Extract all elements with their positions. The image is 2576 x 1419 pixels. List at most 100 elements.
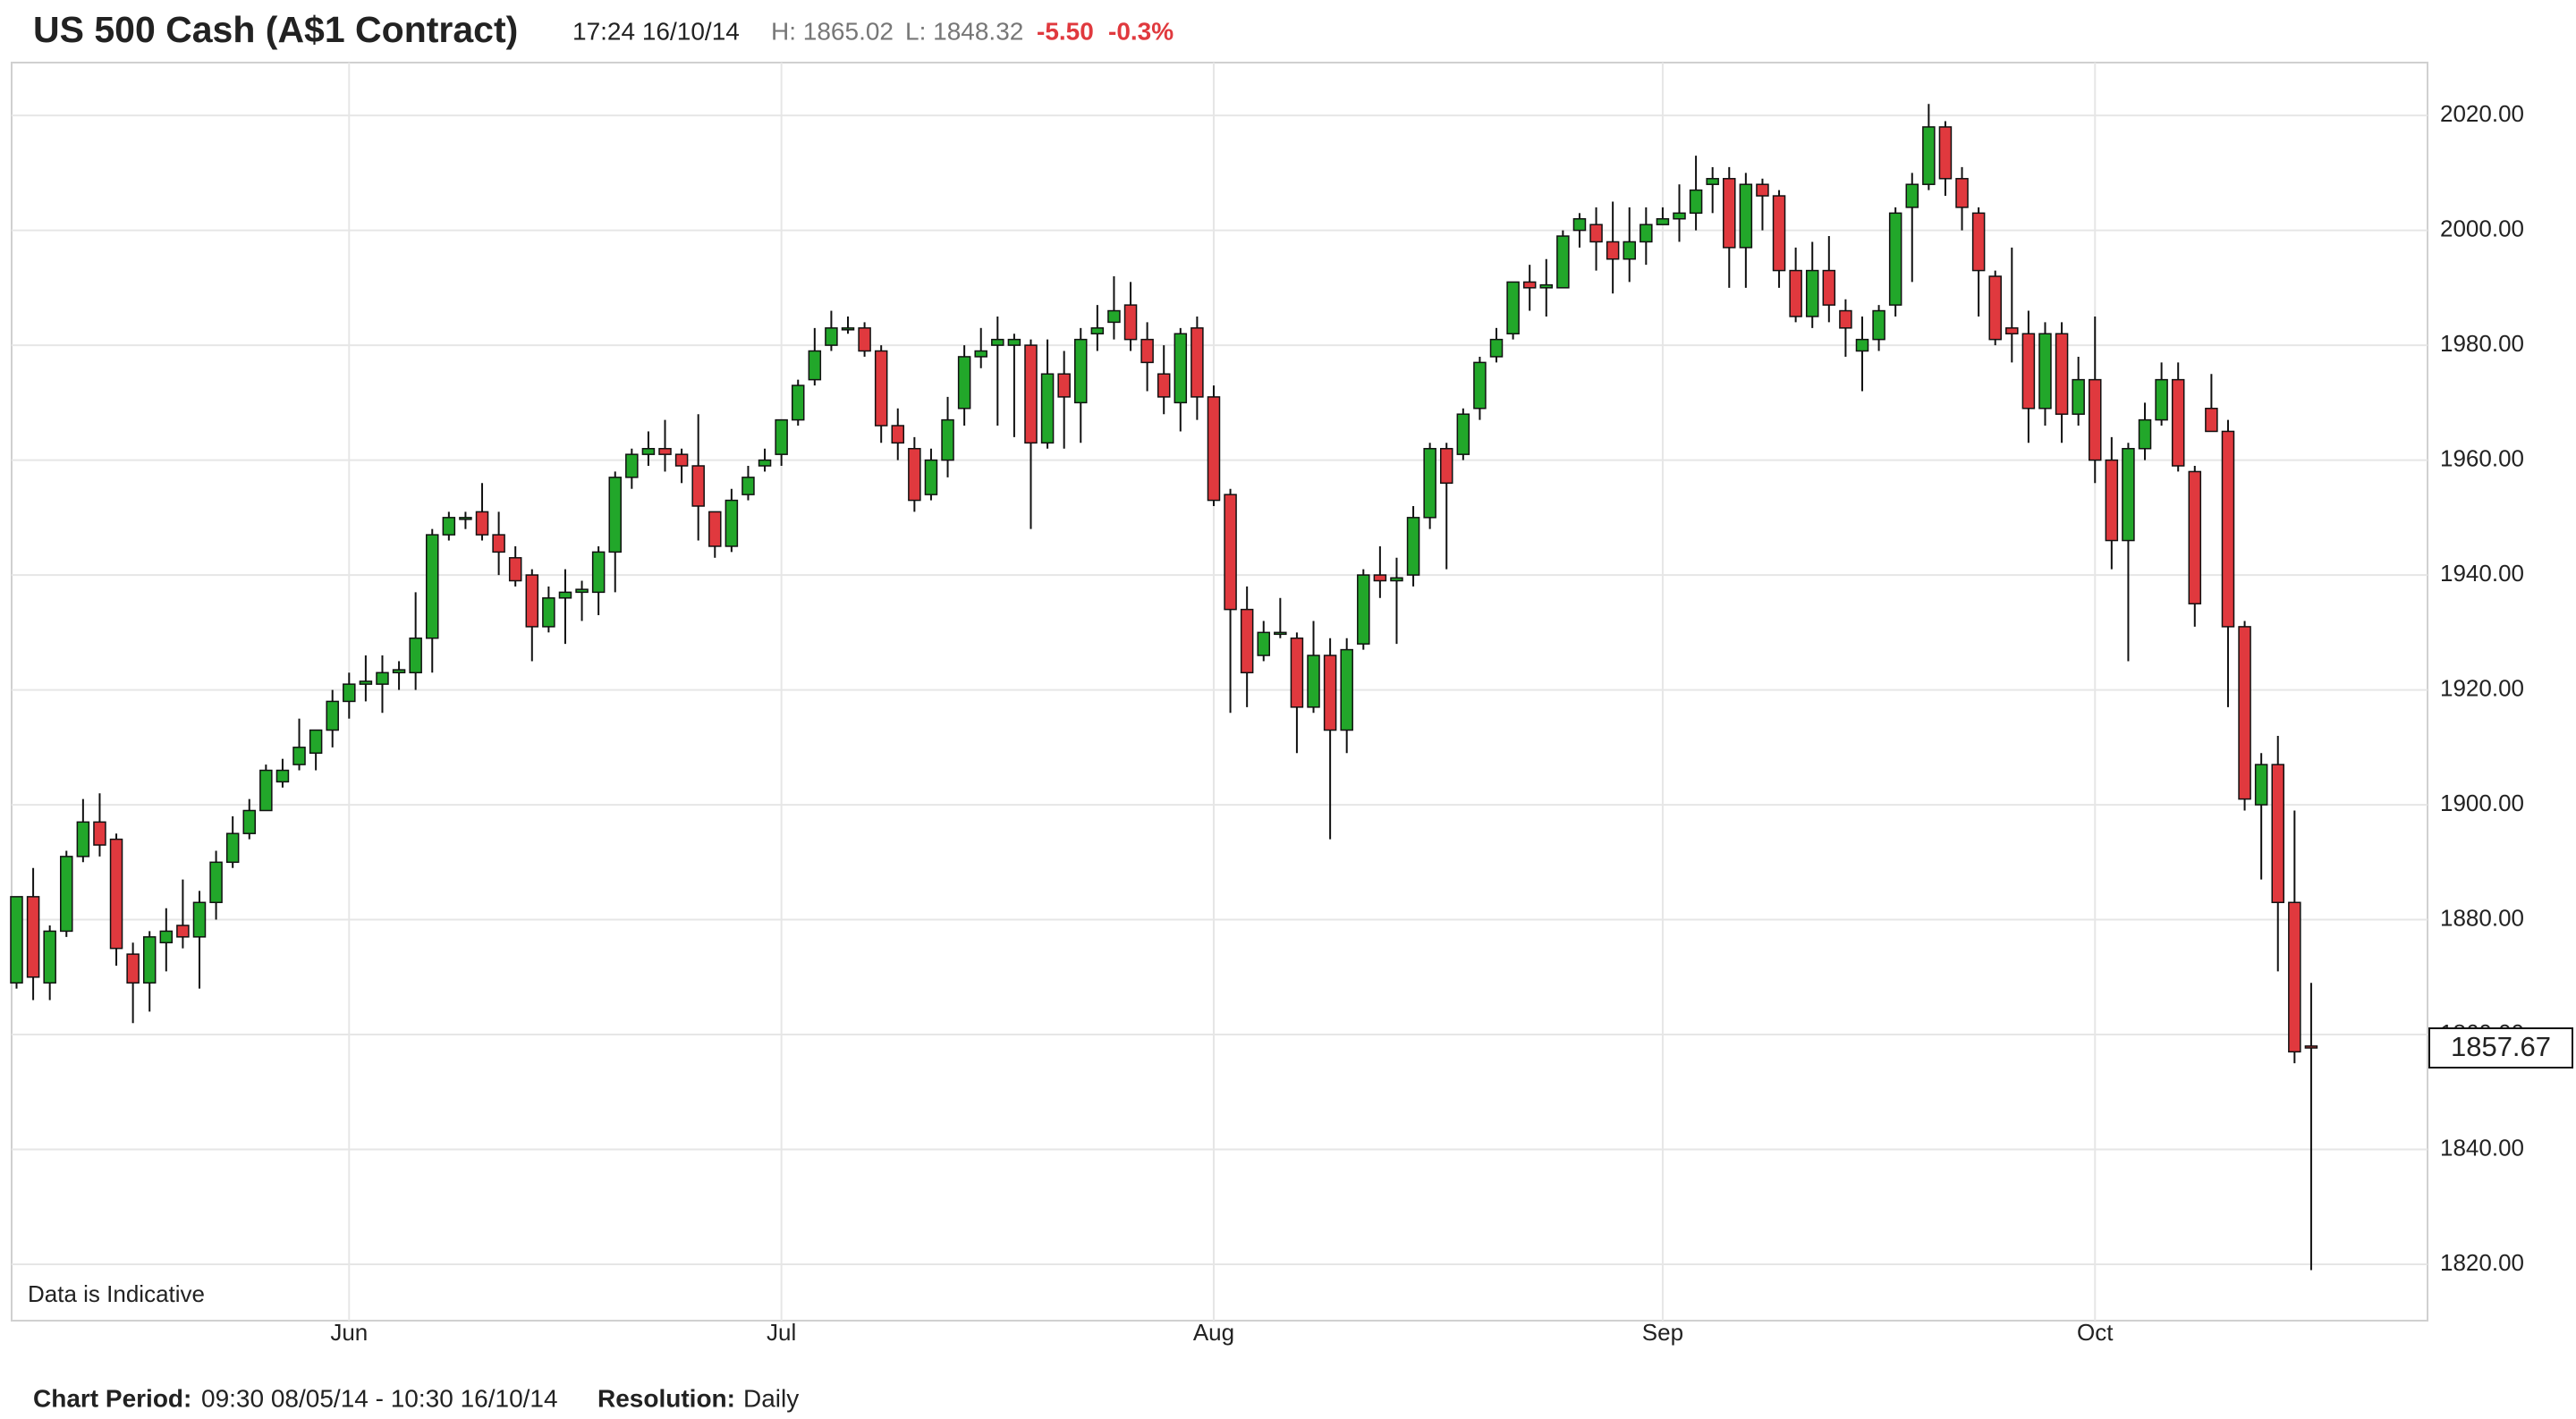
header-change-pct: -0.3% [1108,17,1174,45]
candle-body [76,821,90,857]
candle-body [1938,126,1953,180]
y-tick-label: 1880.00 [2440,904,2524,931]
x-tick-label: Sep [1642,1319,1683,1346]
footer-period: 09:30 08/05/14 - 10:30 16/10/14 [201,1384,558,1412]
candle-body [1556,235,1570,289]
candle-body [891,425,905,444]
candle-body [825,327,838,346]
y-tick-label: 1940.00 [2440,560,2524,587]
last-price-box [2428,1027,2573,1069]
candle-body [2271,764,2284,904]
candle-body [674,453,689,467]
candle-body [2221,430,2235,628]
last-price-label: 1857.67 [2451,1031,2551,1062]
candle-body [309,729,323,754]
candle-body [1522,281,1537,289]
candle-body [1572,218,1587,232]
candle-body [957,356,971,410]
candle-body [1274,631,1287,636]
candle-body [409,638,422,674]
x-tick-label: Jul [767,1319,796,1346]
footer-period-label: Chart Period: [33,1384,191,1412]
candle-body [1872,309,1885,341]
candle-body [275,769,290,783]
x-tick-label: Aug [1193,1319,1234,1346]
candle-body [1971,212,1986,272]
candle-body [1539,283,1554,289]
candle-body [1839,309,1852,329]
y-tick-label: 1900.00 [2440,790,2524,816]
y-tick-label: 2000.00 [2440,215,2524,241]
candle-body [1739,183,1753,249]
candle-body [459,517,472,520]
candle-body [741,477,755,495]
candle-body [1689,189,1703,215]
candle-body [608,477,622,553]
candle-body [1174,333,1188,404]
candle-body [209,861,223,904]
candle-body [176,925,190,938]
candle-body [1456,413,1470,455]
header-high: H: 1865.02 [771,17,894,45]
candle-body [2072,378,2085,415]
x-tick-label: Oct [2077,1319,2114,1346]
candle-body [1473,361,1487,410]
candle-body [691,465,705,507]
candle-body [908,447,921,502]
candle-body [1406,517,1420,576]
candle-body [1723,178,1736,249]
candle-body [2288,901,2301,1053]
candle-body [625,453,639,478]
candle-body [1373,574,1387,582]
candle-body [974,350,987,358]
candle-body [2171,378,2185,467]
candle-body [2089,378,2102,461]
candle-body [142,936,157,984]
candle-body [1640,224,1653,243]
candle-body [1074,338,1088,404]
candle-body [2021,333,2036,410]
candle-body [1656,218,1670,225]
candle-body [326,700,339,731]
candle-body [2205,408,2218,433]
candle-body [1107,309,1121,324]
candle-body [159,930,174,944]
candle-body [10,896,23,984]
candle-body [2304,1045,2318,1049]
candle-body [1307,655,1320,708]
candle-body [1855,338,1869,352]
candle-body [2122,447,2135,542]
candle-body [292,747,306,765]
candle-body [259,769,273,812]
candle-body [1007,338,1021,346]
y-tick-label: 1960.00 [2440,444,2524,471]
footer-resolution-label: Resolution: [597,1384,735,1412]
candle-body [841,327,855,331]
candle-body [1822,269,1836,306]
candle-body [1123,304,1138,341]
candle-body [1922,126,1936,185]
candle-body [1024,344,1038,444]
candle-body [1756,183,1769,197]
candle-body [1489,338,1504,358]
candle-body [1240,608,1254,674]
chart-title: US 500 Cash (A$1 Contract) [33,9,518,50]
candle-body [1955,178,1969,208]
y-tick-label: 2020.00 [2440,100,2524,127]
candle-body [492,534,505,553]
footer-resolution: Daily [743,1384,799,1412]
candle-body [1057,373,1071,398]
candle-body [1673,212,1686,220]
candle-body [359,680,373,685]
y-tick-label: 1920.00 [2440,674,2524,701]
candle-body [2155,378,2168,421]
candle-body [1191,327,1204,398]
header-change: -5.50 [1037,17,1094,45]
candle-body [1290,638,1304,708]
candle-body [991,338,1004,346]
candle-body [1340,648,1353,731]
candle-body [2005,327,2019,334]
candle-body [1224,494,1237,611]
candle-body [225,832,240,864]
